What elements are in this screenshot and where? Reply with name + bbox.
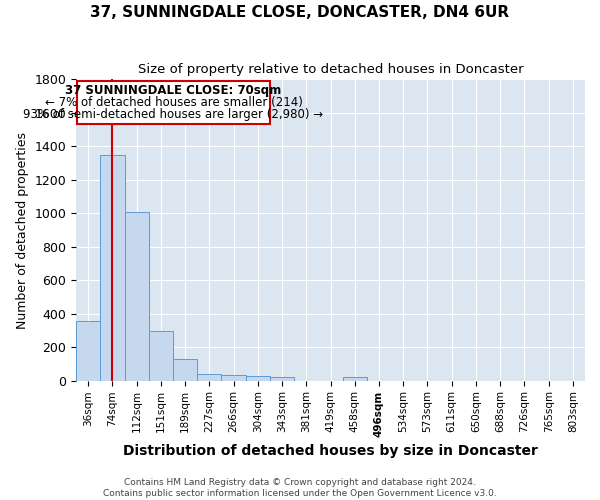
Bar [100, 154, 125, 380]
Bar [125, 212, 149, 380]
Text: 37, SUNNINGDALE CLOSE, DONCASTER, DN4 6UR: 37, SUNNINGDALE CLOSE, DONCASTER, DN4 6U… [91, 5, 509, 20]
Bar [221, 374, 245, 380]
Bar [197, 374, 221, 380]
X-axis label: Distribution of detached houses by size in Doncaster: Distribution of detached houses by size … [123, 444, 538, 458]
Text: 93% of semi-detached houses are larger (2,980) →: 93% of semi-detached houses are larger (… [23, 108, 323, 121]
Y-axis label: Number of detached properties: Number of detached properties [16, 132, 29, 328]
FancyBboxPatch shape [77, 81, 271, 124]
Text: Contains HM Land Registry data © Crown copyright and database right 2024.
Contai: Contains HM Land Registry data © Crown c… [103, 478, 497, 498]
Bar [173, 359, 197, 380]
Text: 37 SUNNINGDALE CLOSE: 70sqm: 37 SUNNINGDALE CLOSE: 70sqm [65, 84, 281, 97]
Bar [245, 376, 270, 380]
Bar [343, 377, 367, 380]
Text: ← 7% of detached houses are smaller (214): ← 7% of detached houses are smaller (214… [44, 96, 302, 109]
Bar [76, 321, 100, 380]
Bar [270, 377, 294, 380]
Title: Size of property relative to detached houses in Doncaster: Size of property relative to detached ho… [138, 62, 523, 76]
Bar [149, 331, 173, 380]
